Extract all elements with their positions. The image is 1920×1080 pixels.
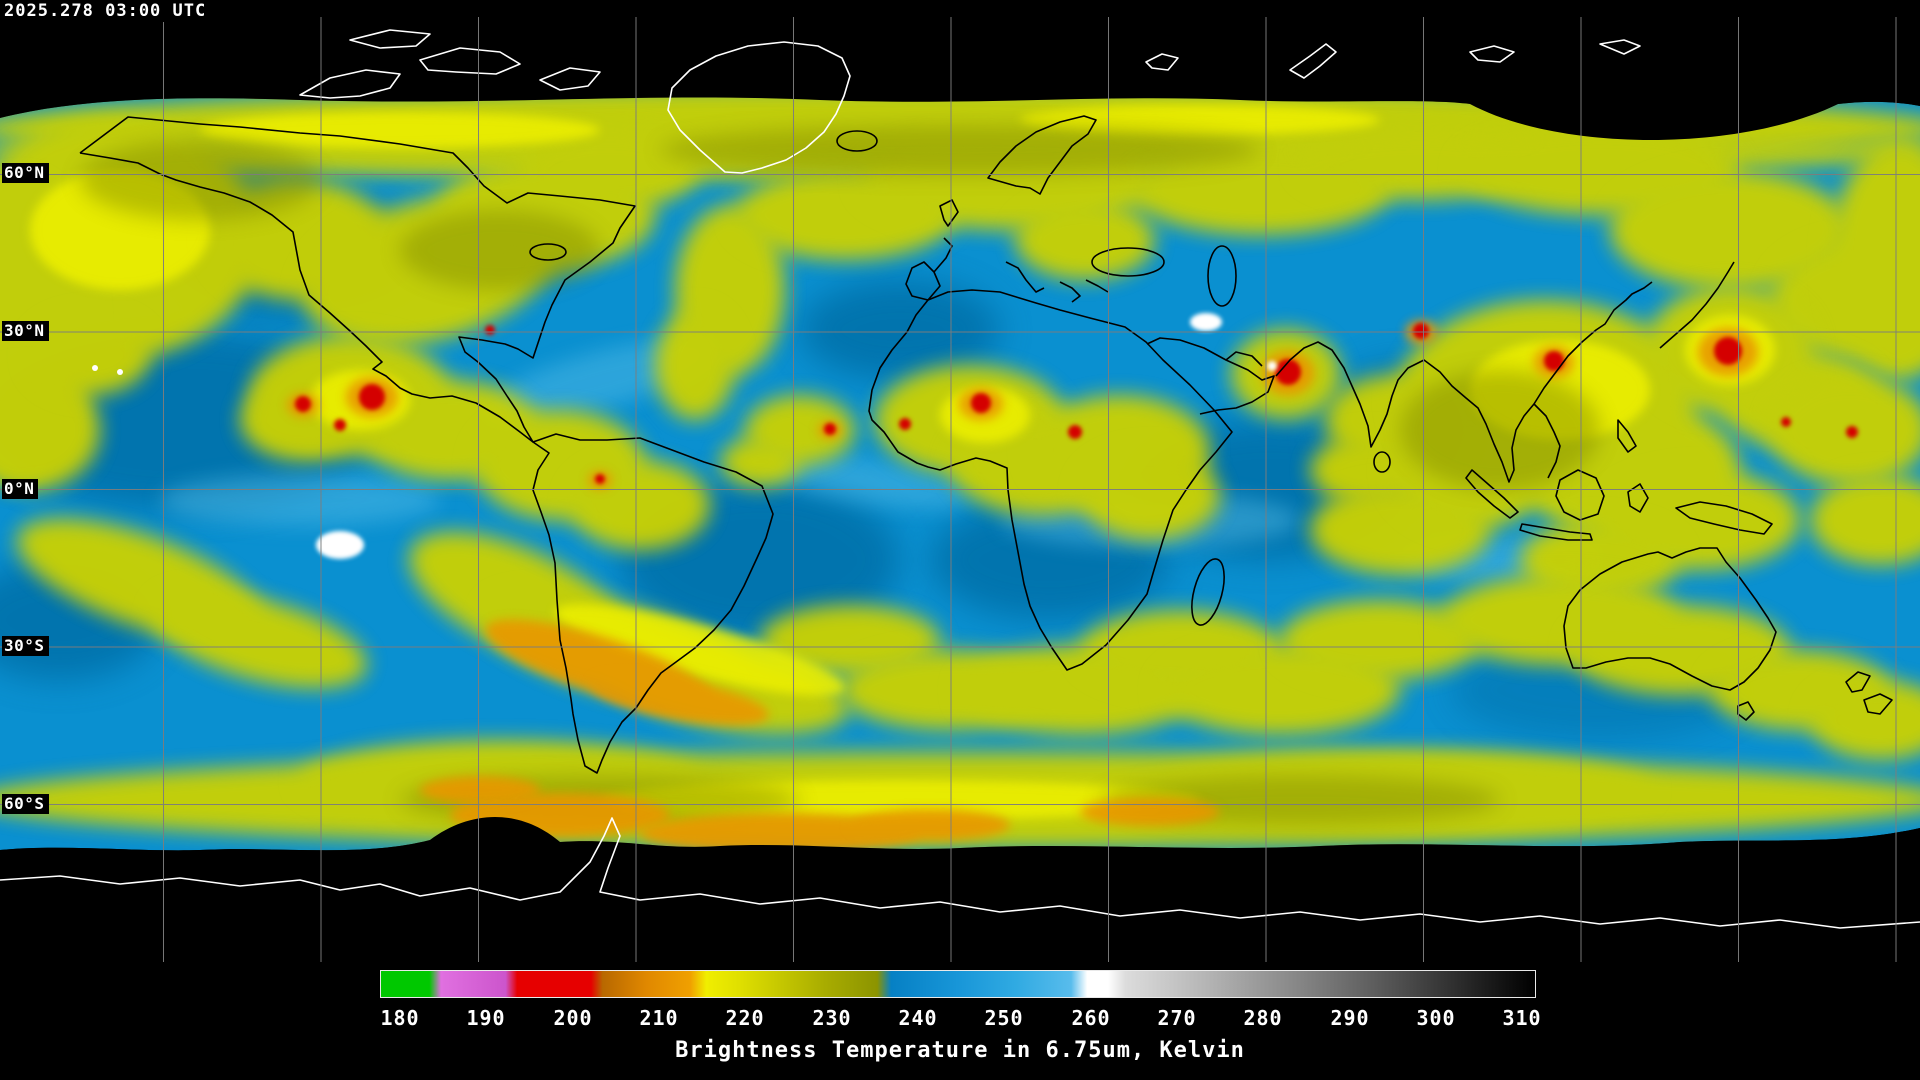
north-america-coast xyxy=(79,116,636,443)
africa-coast xyxy=(868,289,1233,671)
cloud-white-spots xyxy=(92,313,1277,559)
colorbar-tick-250: 250 xyxy=(984,1006,1024,1030)
scandinavia-coast xyxy=(987,115,1097,195)
colorbar xyxy=(380,970,1536,998)
lat-label-60n: 60°N xyxy=(2,163,49,183)
graticule xyxy=(0,17,1920,962)
java-coast xyxy=(1519,523,1593,541)
world-brightness-temperature-map xyxy=(0,0,1920,965)
greenland-coast xyxy=(667,41,851,174)
australia-coast xyxy=(1563,547,1777,691)
china-coast xyxy=(1533,281,1653,405)
colorbar-tick-290: 290 xyxy=(1330,1006,1370,1030)
caspian-sea xyxy=(1207,245,1237,307)
philippines-coast xyxy=(1617,419,1637,453)
lat-label-30n: 30°N xyxy=(2,321,49,341)
colorbar-tick-300: 300 xyxy=(1416,1006,1456,1030)
cloud-red-cores xyxy=(295,323,1858,484)
india-asia-coast xyxy=(1275,341,1561,483)
britain-coast xyxy=(939,199,959,227)
iceland-coast xyxy=(836,130,878,152)
colorbar-tick-270: 270 xyxy=(1157,1006,1197,1030)
iberia-coast xyxy=(905,261,941,301)
cloud-olive-mottle xyxy=(80,125,1600,825)
coastlines xyxy=(79,115,1893,774)
colorbar-tick-200: 200 xyxy=(553,1006,593,1030)
colorbar-caption: Brightness Temperature in 6.75um, Kelvin xyxy=(675,1038,1245,1063)
south-america-coast xyxy=(532,433,774,774)
black-sea xyxy=(1091,247,1165,277)
colorbar-tick-220: 220 xyxy=(725,1006,765,1030)
colorbar-tick-230: 230 xyxy=(812,1006,852,1030)
antarctica-coast xyxy=(0,817,1920,929)
colorbar-tick-280: 280 xyxy=(1243,1006,1283,1030)
lat-label-60s: 60°S xyxy=(2,794,49,814)
colorbar-tick-180: 180 xyxy=(380,1006,420,1030)
madagascar-coast xyxy=(1191,558,1225,626)
new-guinea-coast xyxy=(1675,501,1773,535)
sumatra-coast xyxy=(1465,469,1519,519)
sri-lanka xyxy=(1373,451,1391,473)
lat-label-30s: 30°S xyxy=(2,636,49,656)
japan-coast xyxy=(1659,261,1735,349)
timestamp: 2025.278 03:00 UTC xyxy=(4,1,211,22)
arabia-coast xyxy=(1146,337,1275,415)
colorbar-tick-210: 210 xyxy=(639,1006,679,1030)
coastlines-polar xyxy=(0,29,1920,929)
borneo-coast xyxy=(1555,469,1605,521)
colorbar-tick-310: 310 xyxy=(1502,1006,1542,1030)
colorbar-tick-190: 190 xyxy=(466,1006,506,1030)
polar-masks xyxy=(0,0,1920,965)
colorbar-tick-260: 260 xyxy=(1071,1006,1111,1030)
new-zealand-coast xyxy=(1845,671,1893,715)
cloud-orange-patches xyxy=(287,320,1758,853)
lat-label-0n: 0°N xyxy=(2,479,39,499)
colorbar-tick-240: 240 xyxy=(898,1006,938,1030)
